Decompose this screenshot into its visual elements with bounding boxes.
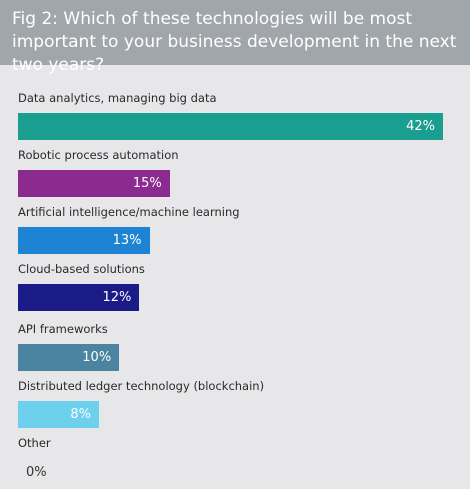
category-label: Cloud-based solutions [18, 262, 145, 276]
value-label: 12% [102, 290, 132, 305]
category-label: Data analytics, managing big data [18, 91, 217, 105]
chart-title: Fig 2: Which of these technologies will … [0, 0, 470, 75]
bar [18, 401, 99, 428]
bar [18, 284, 140, 311]
category-label: Other [18, 436, 51, 450]
value-label: 8% [70, 407, 91, 422]
bar [18, 344, 120, 371]
bar [18, 227, 150, 254]
value-label: 13% [112, 233, 142, 248]
category-label: Robotic process automation [18, 148, 179, 162]
value-label: 15% [132, 176, 162, 191]
value-label: 42% [406, 119, 435, 134]
category-label: API frameworks [18, 322, 108, 336]
bar [18, 170, 170, 197]
category-label: Artificial intelligence/machine learning [18, 205, 240, 219]
bar [18, 113, 443, 140]
category-label: Distributed ledger technology (blockchai… [18, 379, 265, 393]
value-label: 10% [82, 350, 112, 365]
value-label: 0% [26, 465, 47, 480]
